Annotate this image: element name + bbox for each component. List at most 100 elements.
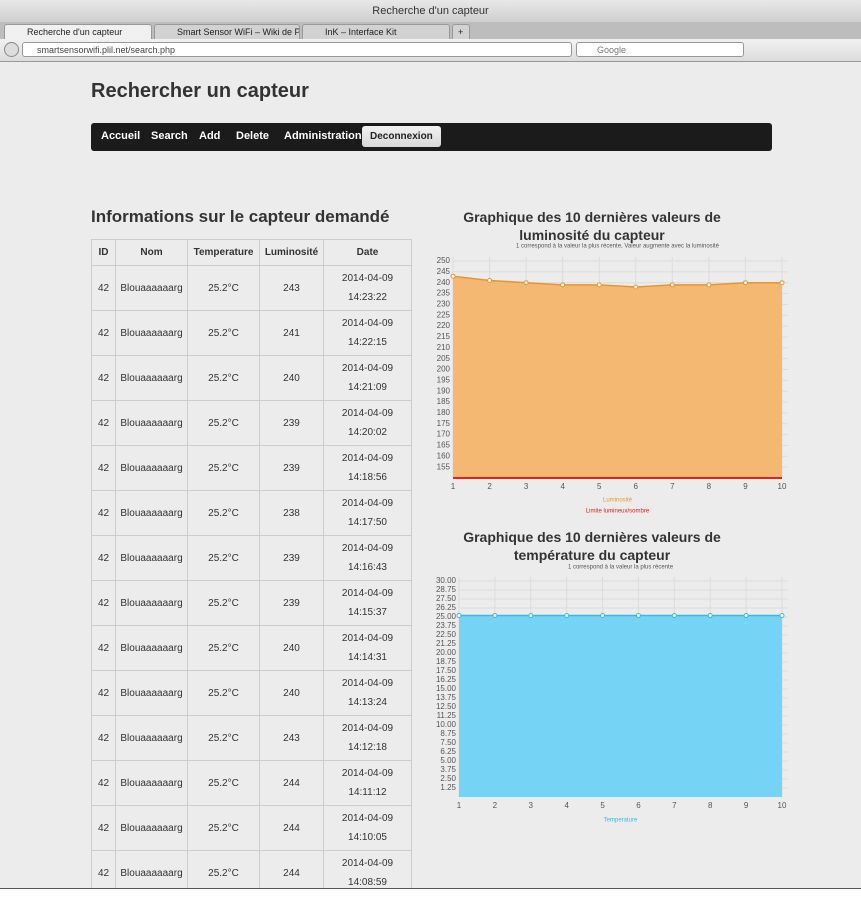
x-tick-label: 1	[457, 801, 462, 810]
point	[671, 613, 677, 619]
y-tick-label: 30.00	[436, 576, 457, 585]
column-header: Temperature	[187, 239, 260, 266]
date-cell: 2014-04-09 14:12:18	[323, 715, 412, 761]
nav-link[interactable]: Accueil	[101, 130, 141, 142]
legend-entry: Limite lumineux/sombre	[586, 509, 650, 515]
y-tick-label: 235	[437, 289, 451, 298]
y-tick-label: 3.75	[440, 765, 456, 774]
x-tick-label: 6	[636, 801, 641, 810]
nav-link[interactable]: Delete	[236, 130, 270, 142]
new-tab[interactable]: +	[452, 24, 470, 39]
y-tick-label: 16.25	[436, 675, 457, 684]
nav-link[interactable]: Search	[151, 130, 188, 142]
y-tick-label: 2.50	[440, 774, 456, 783]
tab-bar: Recherche d'un capteur Smart Sensor WiFi…	[0, 22, 861, 39]
point	[779, 613, 785, 619]
table-cell: 25.2°C	[187, 355, 260, 401]
point	[528, 613, 534, 619]
y-tick-label: 205	[437, 354, 451, 363]
table-cell: Blouaaaaaarg	[115, 625, 188, 671]
table-cell: Blouaaaaaarg	[115, 760, 188, 806]
table-cell: Blouaaaaaarg	[115, 670, 188, 716]
date-cell: 2014-04-09 14:11:12	[323, 760, 412, 806]
point	[779, 280, 785, 286]
point	[596, 282, 602, 288]
time: 14:21:09	[348, 382, 387, 393]
table-row: 42 Blouaaaaaarg 25.2°C 238 2014-04-09 14:17:5…	[91, 490, 412, 536]
y-tick-label: 1.25	[440, 783, 456, 792]
x-tick-label: 7	[670, 482, 675, 491]
table-row: 42 Blouaaaaaarg 25.2°C 239 2014-04-09 14:20:0…	[91, 400, 412, 446]
time: 14:20:02	[348, 427, 387, 438]
x-tick-label: 8	[708, 801, 713, 810]
y-tick-label: 240	[437, 278, 451, 287]
x-tick-label: 2	[493, 801, 498, 810]
date-cell: 2014-04-09 14:18:56	[323, 445, 412, 491]
toolbar: smartsensorwifi.plil.net/search.php Goog…	[0, 39, 861, 62]
x-tick-label: 4	[560, 482, 565, 491]
tab[interactable]: Smart Sensor WiFi – Wiki de Pro...	[154, 24, 300, 39]
logout-button[interactable]: Deconnexion	[362, 126, 441, 147]
y-tick-label: 230	[437, 300, 451, 309]
nav-link[interactable]: Add	[199, 130, 221, 142]
legend-entry: Temperature	[604, 818, 638, 824]
table-title: Informations sur le capteur demandé	[91, 207, 390, 226]
tab[interactable]: InK – Interface Kit	[302, 24, 450, 39]
point	[450, 273, 456, 279]
table-row: 42 Blouaaaaaarg 25.2°C 239 2014-04-09 14:15:3…	[91, 580, 412, 626]
table-cell: 42	[91, 625, 116, 671]
x-tick-label: 2	[487, 482, 492, 491]
y-tick-label: 21.25	[436, 639, 457, 648]
table-cell: 42	[91, 310, 116, 356]
x-tick-label: 1	[451, 482, 456, 491]
table-cell: 42	[91, 355, 116, 401]
time: 14:11:12	[348, 787, 387, 798]
table-cell: 244	[259, 805, 324, 851]
x-tick-label: 7	[672, 801, 677, 810]
x-tick-label: 3	[529, 801, 534, 810]
y-tick-label: 190	[437, 386, 451, 395]
data-table: ID Nom Temperature Luminosité Date 42 Blo…	[91, 239, 412, 896]
time: 14:12:18	[348, 742, 387, 753]
line	[452, 275, 782, 288]
point	[560, 282, 566, 288]
table-row: 42 Blouaaaaaarg 25.2°C 244 2014-04-09 14:11:1…	[91, 760, 412, 806]
tab[interactable]: Recherche d'un capteur	[4, 24, 152, 39]
table-row: 42 Blouaaaaaarg 25.2°C 240 2014-04-09 14:21:0…	[91, 355, 412, 401]
x-tick-label: 10	[778, 482, 787, 491]
x-tick-label: 3	[524, 482, 529, 491]
table-cell: Blouaaaaaarg	[115, 535, 188, 581]
legend-entry: Luminosité	[603, 498, 633, 504]
date-cell: 2014-04-09 14:20:02	[323, 400, 412, 446]
point	[669, 282, 675, 288]
date-cell: 2014-04-09 14:17:50	[323, 490, 412, 536]
table-cell: 25.2°C	[187, 625, 260, 671]
date: 2014-04-09	[341, 318, 394, 329]
y-tick-label: 17.50	[436, 666, 457, 675]
chart-title: Graphique des 10 dernières valeurs de te…	[463, 529, 721, 563]
search-box[interactable]: Google	[576, 42, 744, 57]
table-row: 42 Blouaaaaaarg 25.2°C 243 2014-04-09 14:12:1…	[91, 715, 412, 761]
y-tick-label: 250	[437, 256, 451, 265]
table-cell: 25.2°C	[187, 400, 260, 446]
time: 14:10:05	[348, 832, 387, 843]
table-cell: 239	[259, 580, 324, 626]
y-tick-label: 195	[437, 375, 451, 384]
date: 2014-04-09	[341, 543, 394, 554]
x-tick-label: 8	[707, 482, 712, 491]
y-tick-label: 5.00	[440, 756, 456, 765]
y-tick-label: 20.00	[436, 648, 457, 657]
y-tick-label: 175	[437, 419, 451, 428]
y-tick-label: 225	[437, 310, 451, 319]
date-cell: 2014-04-09 14:10:05	[323, 805, 412, 851]
y-tick-label: 220	[437, 321, 451, 330]
back-button[interactable]	[4, 42, 19, 57]
table-cell: 25.2°C	[187, 445, 260, 491]
table-cell: 241	[259, 310, 324, 356]
table-cell: 25.2°C	[187, 805, 260, 851]
table-cell: 25.2°C	[187, 670, 260, 716]
date: 2014-04-09	[341, 408, 394, 419]
url-bar[interactable]: smartsensorwifi.plil.net/search.php	[22, 42, 572, 57]
nav-link[interactable]: Administration	[284, 130, 362, 142]
point	[633, 284, 639, 290]
